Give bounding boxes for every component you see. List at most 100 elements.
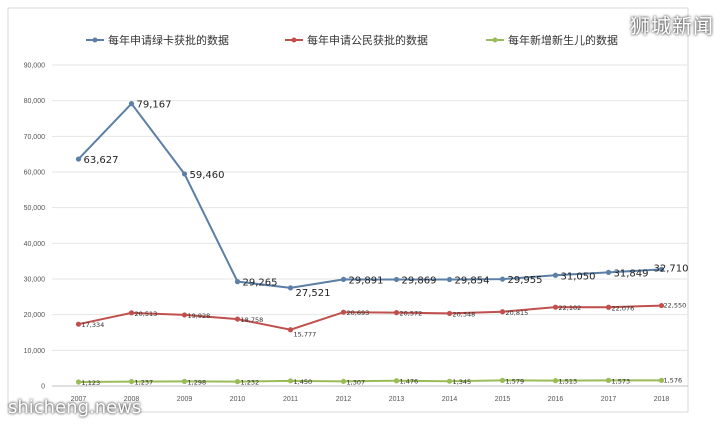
data-point xyxy=(234,379,241,385)
data-label: 1,298 xyxy=(188,378,207,386)
y-tick-label: 70,000 xyxy=(24,134,46,141)
data-label: 79,167 xyxy=(137,100,172,111)
x-tick-label: 2009 xyxy=(177,396,193,403)
data-label: 15,777 xyxy=(294,331,317,339)
data-label: 31,849 xyxy=(614,268,649,279)
y-tick-label: 30,000 xyxy=(24,277,46,284)
data-point xyxy=(446,276,453,283)
data-point xyxy=(499,276,506,282)
data-point xyxy=(393,276,400,283)
data-point xyxy=(499,309,506,315)
x-tick-label: 2008 xyxy=(124,396,140,403)
legend-entry: 每年新增新生儿的数据 xyxy=(508,33,618,47)
data-label: 1,307 xyxy=(347,378,366,386)
data-label: 1,576 xyxy=(664,376,683,384)
data-point xyxy=(128,101,135,107)
data-point xyxy=(287,285,294,291)
chart-border xyxy=(7,7,689,413)
data-point xyxy=(658,302,665,309)
y-axis: 0 10,000 20,000 30,000 40,000 50,000 60,000 70,… xyxy=(24,63,46,391)
x-tick-label: 2010 xyxy=(230,396,246,403)
series-line xyxy=(78,304,662,331)
data-label: 20,815 xyxy=(506,309,529,317)
data-point xyxy=(499,377,506,383)
legend: 每年申请绿卡获批的数据 每年申请公民获批的数据 每年新增新生儿的数据 xyxy=(86,33,618,47)
data-label: 32,710 xyxy=(654,263,689,274)
series-line xyxy=(78,379,662,383)
x-tick-label: 2014 xyxy=(442,396,458,403)
data-point xyxy=(393,378,400,384)
data-label: 27,521 xyxy=(296,288,331,299)
data-point xyxy=(181,378,188,384)
x-tick-label: 2011 xyxy=(283,396,298,403)
gridlines xyxy=(52,64,688,387)
legend-entry: 每年申请公民获批的数据 xyxy=(307,33,428,47)
data-label: 59,460 xyxy=(190,170,225,181)
data-point xyxy=(75,156,82,162)
data-point xyxy=(446,378,453,384)
data-label: 20,513 xyxy=(135,310,158,318)
series-line xyxy=(77,102,662,289)
watermark-top-right: 狮城新闻 xyxy=(630,14,714,38)
data-label: 22,550 xyxy=(664,302,687,310)
x-tick-label: 2013 xyxy=(389,396,405,403)
y-tick-label: 40,000 xyxy=(24,241,46,248)
data-label: 29,854 xyxy=(455,276,490,287)
y-tick-label: 0 xyxy=(41,384,45,391)
x-tick-label: 2018 xyxy=(654,396,670,403)
data-point xyxy=(605,269,612,276)
data-point xyxy=(658,266,665,272)
data-point xyxy=(128,310,135,316)
data-label: 19,928 xyxy=(188,312,211,320)
x-tick-label: 2016 xyxy=(548,396,564,403)
data-point xyxy=(287,378,294,384)
data-label: 1,345 xyxy=(453,378,472,386)
x-tick-label: 2015 xyxy=(495,396,511,403)
legend-swatch-marker xyxy=(291,37,297,43)
data-label: 20,348 xyxy=(453,310,476,318)
data-label: 17,334 xyxy=(82,321,105,329)
data-point xyxy=(340,309,347,315)
data-label: 1,579 xyxy=(506,377,525,385)
data-label: 1,123 xyxy=(82,379,101,387)
data-label: 18,758 xyxy=(241,316,264,324)
data-point xyxy=(75,321,82,327)
x-tick-label: 2012 xyxy=(336,396,352,403)
data-point xyxy=(181,171,188,177)
x-axis: 2007 2008 2009 2010 2011 2012 2013 2014 2015 2016… xyxy=(71,396,670,403)
series-group: 63,627 79,167 59,460 29,265 27,521 29,891 29,8… xyxy=(75,100,689,387)
x-tick-label: 2017 xyxy=(601,396,617,403)
legend-swatch-marker xyxy=(92,37,98,43)
data-label: 1,513 xyxy=(559,378,578,386)
data-point xyxy=(75,379,82,385)
data-label: 1,476 xyxy=(400,378,419,386)
data-point xyxy=(552,272,559,278)
data-point xyxy=(393,310,400,316)
data-label: 20,693 xyxy=(347,309,370,317)
data-label: 29,955 xyxy=(508,275,543,286)
data-point xyxy=(446,310,453,317)
y-tick-label: 60,000 xyxy=(24,170,46,177)
data-point xyxy=(605,304,612,310)
data-point xyxy=(340,276,347,282)
x-tick-label: 2007 xyxy=(71,396,87,403)
data-point xyxy=(234,279,241,285)
data-label: 29,265 xyxy=(243,278,278,289)
data-label: 29,891 xyxy=(349,275,384,286)
data-label: 22,076 xyxy=(612,304,635,312)
data-point xyxy=(340,378,347,384)
data-label: 1,232 xyxy=(241,379,260,387)
y-tick-label: 90,000 xyxy=(24,63,46,70)
data-label: 1,237 xyxy=(135,379,154,387)
y-tick-label: 50,000 xyxy=(24,205,46,212)
data-label: 1,450 xyxy=(294,378,313,386)
watermark-bottom-left: shicheng.news xyxy=(8,397,142,418)
data-label: 20,572 xyxy=(400,310,423,318)
data-point xyxy=(287,327,294,333)
y-tick-label: 10,000 xyxy=(24,348,46,355)
data-point xyxy=(128,378,135,385)
data-point xyxy=(658,377,665,383)
data-label: 22,102 xyxy=(559,304,582,312)
data-point xyxy=(234,316,241,322)
